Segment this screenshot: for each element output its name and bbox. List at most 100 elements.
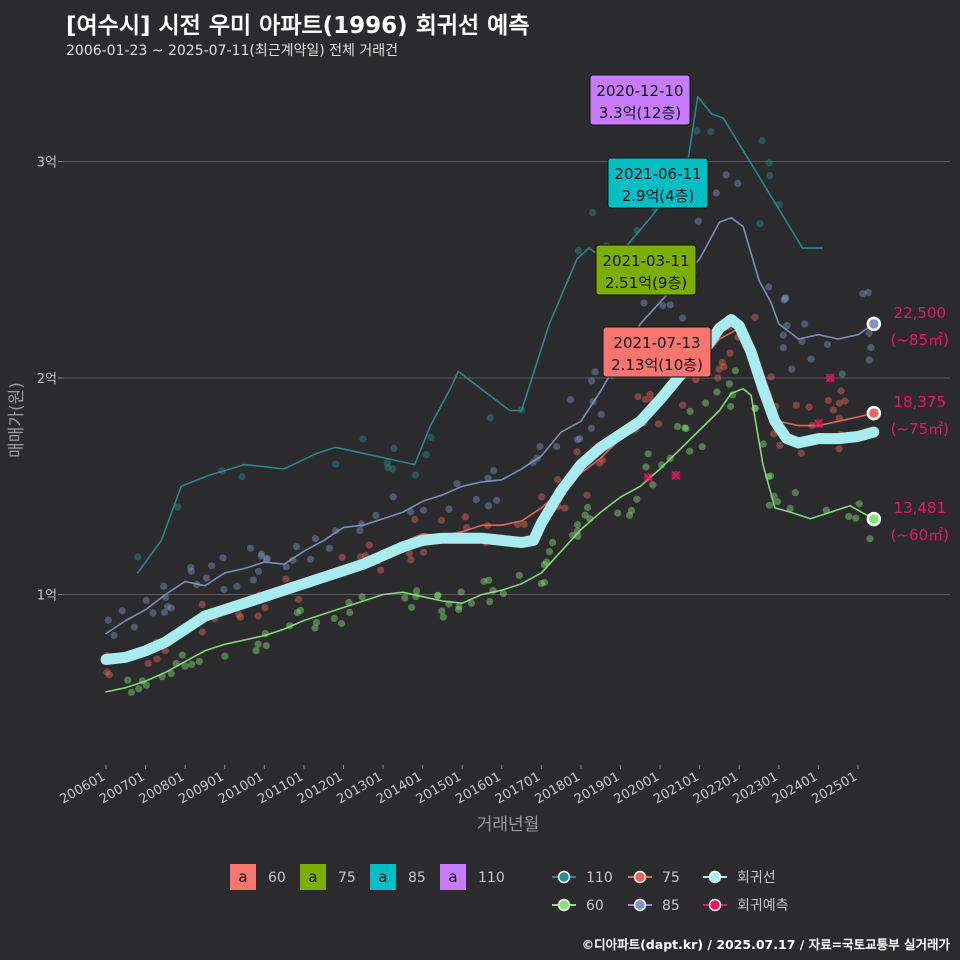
source-credit: ©디아파트(dapt.kr) / 2025.07.17 / 자료=국토교통부 실…	[581, 937, 950, 952]
transaction-dot	[142, 596, 150, 605]
transaction-dot	[767, 373, 775, 381]
transaction-dot	[707, 128, 715, 136]
transaction-dot	[105, 671, 113, 679]
transaction-dot	[282, 575, 290, 583]
label-box-75	[595, 244, 697, 296]
transaction-dot	[659, 302, 667, 310]
transaction-dot	[484, 502, 493, 510]
transaction-dot	[289, 556, 297, 564]
transaction-dot	[731, 367, 740, 375]
series-line-110	[136, 95, 824, 574]
transaction-dot	[765, 501, 774, 509]
legend-line-dot	[557, 898, 571, 912]
transaction-dot	[390, 444, 398, 452]
transaction-dot	[549, 538, 557, 547]
transaction-dot	[614, 509, 622, 517]
transaction-dot	[633, 495, 641, 503]
transaction-dot	[841, 397, 849, 405]
transaction-dot	[776, 441, 784, 449]
transaction-dot	[779, 344, 787, 352]
end-value: 13,481	[894, 499, 947, 517]
transaction-dot	[235, 610, 243, 619]
transaction-dot	[127, 688, 136, 696]
transaction-dot	[536, 443, 544, 451]
prediction-markers	[643, 373, 835, 483]
transaction-dot	[345, 598, 353, 607]
series-lines	[100, 95, 880, 693]
transaction-dot	[405, 549, 413, 557]
transaction-dot	[419, 506, 427, 514]
label-box-85	[607, 157, 709, 209]
transaction-dot	[358, 593, 366, 601]
max-price-labels: 2020-12-10 3.3억(12층) 2021-06-11 2.9억(4층) 202…	[589, 74, 712, 378]
transaction-dot	[681, 424, 689, 432]
transaction-dot	[221, 652, 229, 660]
transaction-dot	[797, 449, 805, 457]
transaction-dot	[726, 349, 734, 357]
transaction-dot	[627, 506, 636, 515]
label-price-85: 2.9억(4층)	[622, 187, 695, 205]
transaction-dot	[178, 651, 186, 659]
legend-box-glyph: a	[308, 868, 317, 886]
legend-line-label: 회귀선	[737, 870, 776, 886]
transaction-dot	[805, 403, 813, 411]
transaction-dot	[573, 521, 582, 529]
transaction-dot	[359, 435, 367, 443]
transaction-dot	[864, 289, 872, 297]
transaction-dot	[751, 313, 759, 321]
transaction-dot	[625, 511, 634, 519]
label-date-85: 2021-06-11	[614, 165, 701, 183]
legend-box-75	[300, 864, 326, 890]
transaction-dot	[263, 554, 271, 562]
transaction-dot	[236, 613, 245, 621]
transaction-dot	[561, 504, 569, 512]
x-tick-label: 202501	[810, 769, 860, 807]
transaction-dot	[238, 472, 246, 481]
transaction-dot	[325, 544, 333, 552]
transaction-dot	[786, 504, 794, 512]
transaction-dot	[467, 599, 476, 607]
transaction-dot	[715, 365, 723, 373]
transaction-dot	[576, 435, 584, 443]
transaction-dot	[722, 171, 730, 179]
transaction-dot	[434, 591, 442, 600]
transaction-dot	[765, 159, 773, 167]
transaction-dot	[149, 609, 157, 617]
y-tick-label: 2억	[37, 372, 57, 387]
transaction-dot	[714, 374, 722, 382]
transaction-dot	[765, 283, 773, 291]
transaction-dot	[160, 582, 168, 590]
transaction-dot	[573, 436, 582, 444]
transaction-dot	[249, 576, 257, 584]
end-value: 22,500	[894, 304, 947, 322]
transaction-dot	[542, 558, 551, 566]
end-dot	[866, 405, 882, 421]
transaction-dot	[520, 520, 528, 529]
label-box-60	[602, 326, 712, 378]
transaction-dot	[829, 406, 838, 414]
legend-line-label: 85	[662, 898, 680, 914]
legend: a 60 a 75 a 85 a 110 110 75 회귀선 60 85 회귀예측	[230, 864, 789, 914]
transaction-dot	[408, 603, 416, 611]
transaction-dot	[781, 295, 789, 303]
transaction-dot	[734, 179, 742, 187]
transaction-dot	[306, 555, 315, 563]
transaction-dot	[262, 642, 270, 650]
transaction-dot	[686, 407, 694, 415]
transaction-dot	[389, 493, 397, 501]
transaction-dot	[720, 363, 728, 371]
legend-line-dot	[708, 870, 722, 884]
transaction-dot	[694, 217, 702, 225]
transaction-dot	[246, 544, 255, 552]
transaction-dot	[142, 681, 150, 689]
transaction-dot	[567, 396, 575, 404]
transaction-dot	[181, 662, 189, 670]
transaction-dot	[484, 474, 492, 482]
transaction-dot	[220, 585, 228, 594]
transaction-dot	[591, 368, 599, 376]
legend-box-110	[440, 864, 466, 890]
transaction-dot	[538, 493, 546, 501]
transaction-dot	[686, 447, 694, 455]
prediction-cross	[813, 419, 823, 428]
